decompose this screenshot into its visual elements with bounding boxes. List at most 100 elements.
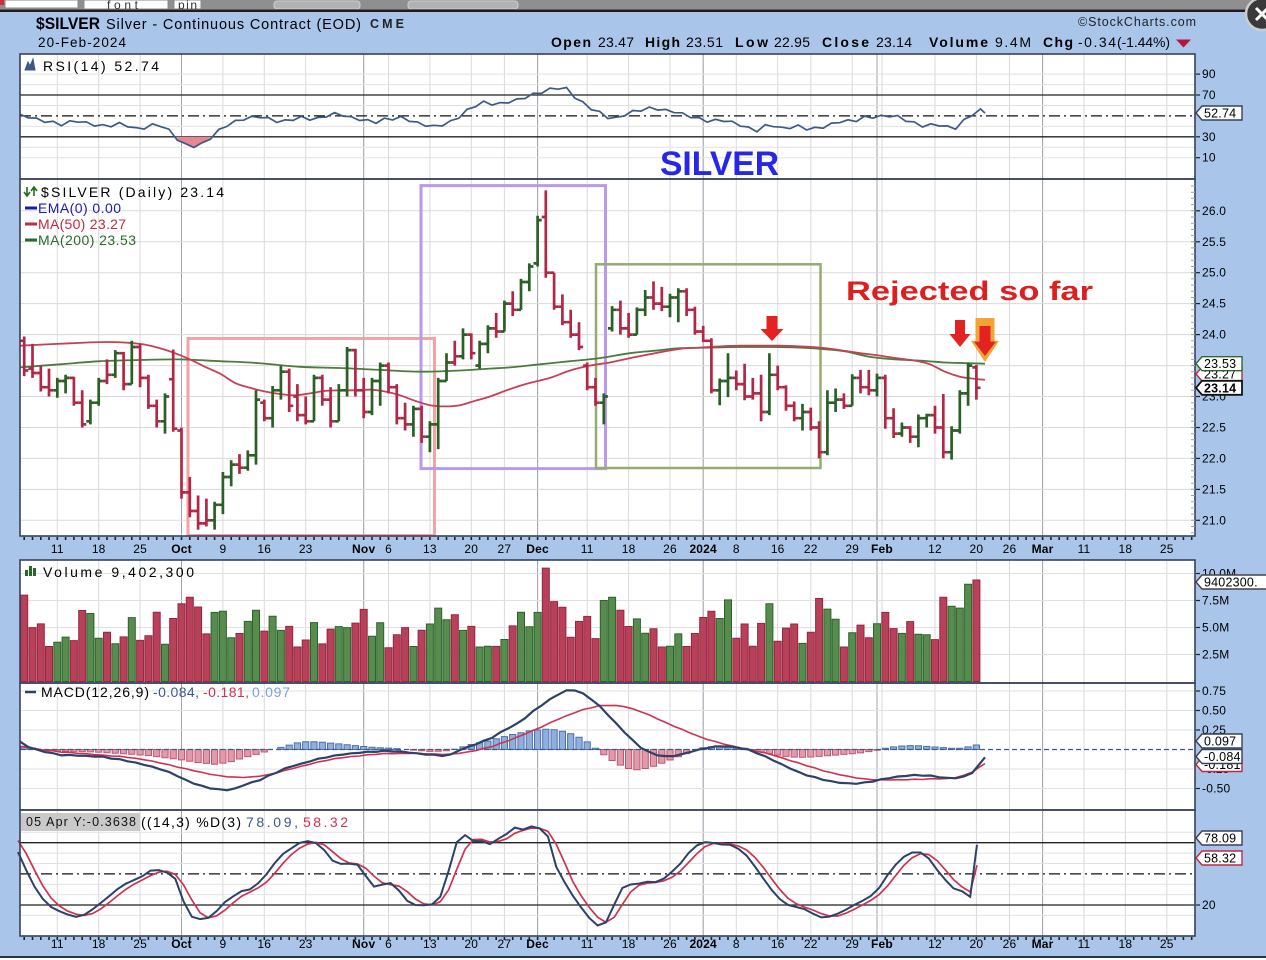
svg-text:6: 6 [385,937,392,951]
svg-text:12: 12 [928,937,942,951]
svg-text:Dec: Dec [526,542,549,556]
svg-text:18: 18 [92,542,106,556]
svg-text:16: 16 [771,937,785,951]
svg-text:11: 11 [1078,937,1091,951]
svg-text:16: 16 [257,542,271,556]
svg-text:Volume 9,402,300: Volume 9,402,300 [43,564,194,580]
svg-text:SILVER: SILVER [660,145,779,183]
svg-text:23.51: 23.51 [686,34,723,50]
svg-text:24.0: 24.0 [1202,328,1226,342]
svg-text:10: 10 [1202,151,1216,165]
svg-text:-0.084,: -0.084, [153,684,199,700]
svg-text:16: 16 [771,542,785,556]
svg-text:MA(50) 23.27: MA(50) 23.27 [38,216,126,232]
svg-text:22.0: 22.0 [1202,451,1226,465]
svg-text:23.53: 23.53 [1204,357,1236,371]
svg-text:27: 27 [498,542,512,556]
svg-text:23: 23 [299,937,313,951]
svg-text:Mar: Mar [1032,542,1054,556]
svg-text:Oct: Oct [171,937,192,951]
svg-text:22.95: 22.95 [774,34,810,50]
svg-text:26: 26 [663,937,677,951]
svg-text:EMA(0) 0.00: EMA(0) 0.00 [38,200,121,216]
svg-text:20: 20 [464,937,478,951]
svg-text:8: 8 [733,937,740,951]
svg-text:Open: Open [551,34,591,50]
svg-text:26: 26 [663,542,677,556]
svg-text:MA(200) 23.53: MA(200) 23.53 [38,232,136,248]
svg-text:23.14: 23.14 [876,34,912,50]
svg-text:70: 70 [1202,88,1216,102]
svg-text:Feb: Feb [871,937,893,951]
svg-text:18: 18 [622,542,636,556]
svg-text:CME: CME [370,17,404,31]
svg-text:18: 18 [1119,937,1133,951]
svg-text:26: 26 [1003,542,1017,556]
svg-text:21.5: 21.5 [1202,482,1226,496]
svg-text:9402300.: 9402300. [1204,576,1258,590]
svg-text:8: 8 [733,542,740,556]
svg-text:0.097: 0.097 [252,684,290,700]
svg-text:11: 11 [51,937,64,951]
svg-text:30: 30 [1202,130,1216,144]
svg-text:20: 20 [464,542,478,556]
svg-text:25.5: 25.5 [1202,235,1226,249]
svg-text:20: 20 [970,937,984,951]
svg-text:26: 26 [1003,937,1017,951]
svg-text:Chg: Chg [1043,34,1073,50]
svg-text:Feb: Feb [871,542,893,556]
svg-text:23: 23 [299,542,313,556]
svg-text:58.32: 58.32 [1204,852,1236,866]
svg-text:29: 29 [845,937,859,951]
svg-text:25: 25 [133,937,147,951]
svg-text:5.0M: 5.0M [1202,621,1229,635]
svg-text:78.09: 78.09 [1204,832,1236,846]
svg-text:11: 11 [581,937,594,951]
svg-text:0.75: 0.75 [1202,684,1226,698]
svg-text:13: 13 [423,542,437,556]
svg-text:Oct: Oct [171,542,192,556]
svg-text:9: 9 [219,542,226,556]
svg-text:29: 29 [845,542,859,556]
svg-text:23.14: 23.14 [1204,381,1236,395]
svg-text:11: 11 [581,542,594,556]
svg-text:$SILVER: $SILVER [36,15,100,33]
svg-text:-0.34: -0.34 [1078,34,1116,50]
svg-text:16: 16 [257,937,271,951]
svg-text:25: 25 [1160,542,1174,556]
svg-text:6: 6 [385,542,392,556]
svg-text:Volume: Volume [929,34,988,50]
svg-text:11: 11 [51,542,64,556]
svg-text:20-Feb-2024: 20-Feb-2024 [38,35,126,50]
svg-text:RSI(14) 52.74: RSI(14) 52.74 [43,58,159,74]
svg-text:2024: 2024 [689,542,717,556]
svg-text:22: 22 [804,937,818,951]
svg-text:18: 18 [1119,542,1133,556]
svg-text:Mar: Mar [1032,937,1054,951]
svg-text:9: 9 [219,937,226,951]
svg-text:27: 27 [498,937,512,951]
svg-text:Dec: Dec [526,937,549,951]
svg-text:(-1.44%): (-1.44%) [1117,34,1170,50]
svg-text:0.50: 0.50 [1202,704,1226,718]
svg-text:High: High [645,34,680,50]
svg-text:52.74: 52.74 [1204,107,1236,121]
svg-text:$SILVER (Daily) 23.14: $SILVER (Daily) 23.14 [41,184,224,200]
svg-text:26.0: 26.0 [1202,204,1226,218]
svg-text:Low: Low [735,34,768,50]
svg-text:20: 20 [970,542,984,556]
svg-text:23.47: 23.47 [598,34,634,50]
svg-text:9.4M: 9.4M [995,34,1031,50]
svg-text:18: 18 [92,937,106,951]
svg-text:12: 12 [928,542,942,556]
svg-text:25: 25 [1160,937,1174,951]
svg-text:20: 20 [1202,898,1216,912]
svg-text:7.5M: 7.5M [1202,594,1229,608]
svg-text:2.5M: 2.5M [1202,648,1229,662]
svg-text:-0.50: -0.50 [1202,782,1230,796]
svg-text:©StockCharts.com: ©StockCharts.com [1078,15,1196,29]
svg-text:MACD(12,26,9): MACD(12,26,9) [41,684,149,700]
svg-text:Silver - Continuous Contract (: Silver - Continuous Contract (EOD) [106,17,361,33]
svg-text:05 Apr Y:-0.3638: 05 Apr Y:-0.3638 [26,815,136,829]
svg-text:25.0: 25.0 [1202,266,1226,280]
